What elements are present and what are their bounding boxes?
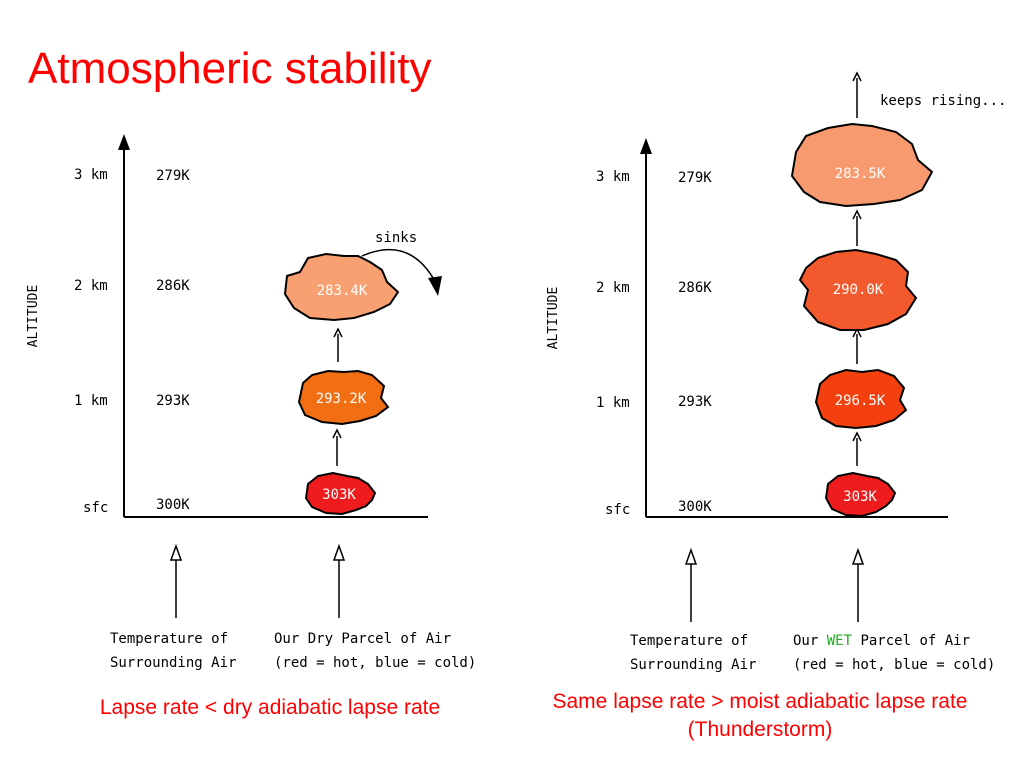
left-level-3km: 3 km [74,167,108,183]
right-rise-arrow-4-head-icon [852,71,862,82]
right-parcel-legend-2: (red = hot, blue = cold) [793,657,995,673]
left-level-1km: 1 km [74,393,108,409]
left-parcel-283-4k [283,252,400,322]
right-parcel-290-0k [798,248,918,331]
right-level-2km: 2 km [596,280,630,296]
left-parcel-303k-label: 303K [322,487,356,503]
left-sinks-arrow [361,248,437,284]
left-temp-sfc: 300K [156,497,190,513]
left-level-2km: 2 km [74,278,108,294]
left-caption: Lapse rate < dry adiabatic lapse rate [99,696,441,719]
right-keeps-rising-annotation: keeps rising... [880,93,1006,109]
left-temp-3km: 279K [156,168,190,184]
right-level-sfc: sfc [605,502,630,518]
left-env-legend-1: Temperature of [110,631,228,647]
left-temp-2km: 286K [156,278,190,294]
left-sinks-arrow-head-icon [428,276,442,296]
right-parcel-303k-label: 303K [843,489,877,505]
left-rise-arrow-1-head-icon [332,428,342,439]
left-parcel-283-4k-label: 283.4K [317,283,368,299]
left-env-pointer-head-icon [169,543,183,561]
right-temp-1km: 293K [678,394,712,410]
right-level-3km: 3 km [596,169,630,185]
right-parcel-283-5k [790,122,934,208]
left-env-legend-2: Surrounding Air [110,655,236,671]
right-parcel-legend-suffix: Parcel of Air [852,633,970,649]
left-sinks-annotation: sinks [375,230,417,246]
right-temp-3km: 279K [678,170,712,186]
right-caption-line2: (Thunderstorm) [687,718,833,741]
right-parcel-296-5k-label: 296.5K [835,393,886,409]
right-parcel-pointer-head-icon [851,547,865,565]
right-parcel-legend-wet: WET [827,633,853,649]
right-parcel-283-5k-label: 283.5K [835,166,886,182]
right-rise-arrow-1-head-icon [852,431,862,442]
right-parcel-legend-1: Our WET Parcel of Air [793,633,970,649]
right-parcel-290-0k-label: 290.0K [833,282,884,298]
left-rise-arrow-2-head-icon [333,327,343,338]
right-axis-label: ALTITUDE [546,287,561,350]
left-y-axis-arrow-icon [118,134,130,150]
right-caption: Same lapse rate > moist adiabatic lapse … [500,688,1020,744]
left-parcel-303k [304,471,377,516]
right-temp-2km: 286K [678,280,712,296]
left-parcel-pointer-head-icon [332,543,346,561]
right-env-legend-1: Temperature of [630,633,748,649]
right-env-pointer-head-icon [684,547,698,565]
slide-title: Atmospheric stability [28,44,432,93]
right-parcel-296-5k [814,368,908,430]
right-rise-arrow-3-head-icon [852,209,862,220]
left-parcel-293-2k [297,369,390,426]
left-level-sfc: sfc [83,500,108,516]
right-level-1km: 1 km [596,395,630,411]
right-y-axis-arrow-icon [640,138,652,154]
left-parcel-legend-2: (red = hot, blue = cold) [274,655,476,671]
right-temp-sfc: 300K [678,499,712,515]
right-panel: ALTITUDE 3 km 279K 2 km 286K 1 km 293K s… [546,71,1006,673]
right-parcel-legend-prefix: Our [793,633,827,649]
left-panel: ALTITUDE 3 km 279K 2 km 286K 1 km 293K s… [26,134,476,671]
right-env-legend-2: Surrounding Air [630,657,756,673]
left-parcel-293-2k-label: 293.2K [316,391,367,407]
left-axis-label: ALTITUDE [26,285,41,348]
right-caption-line1: Same lapse rate > moist adiabatic lapse … [552,690,968,713]
right-parcel-303k [824,471,897,518]
left-parcel-legend-1: Our Dry Parcel of Air [274,631,451,647]
left-temp-1km: 293K [156,393,190,409]
